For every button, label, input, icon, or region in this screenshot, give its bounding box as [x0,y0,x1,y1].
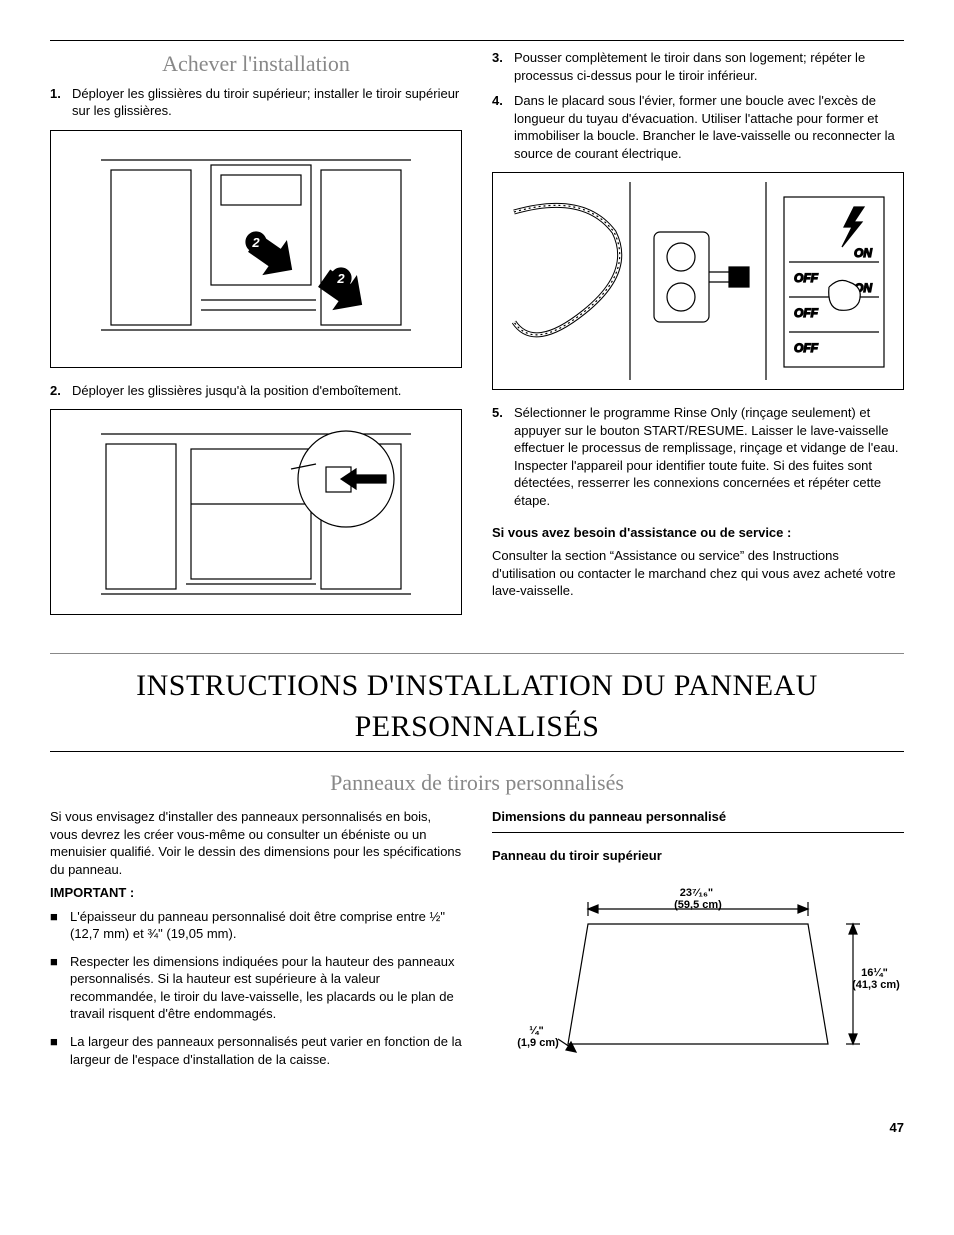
dimension-diagram: 23⁷⁄₁₆" (59,5 cm) 16¼" (41,3 cm) ¼" (1,9… [492,874,904,1079]
step-4: 4. Dans le placard sous l'évier, former … [492,92,904,162]
width-label: 23⁷⁄₁₆" (59,5 cm) [674,887,722,911]
step-number: 3. [492,49,514,84]
sub-title: Panneaux de tiroirs personnalisés [50,768,904,798]
page-rule-top [50,40,904,41]
step-number: 2. [50,382,72,400]
panel-dimension-icon: 23⁷⁄₁₆" (59,5 cm) 16¼" (41,3 cm) ¼" (1,9… [492,874,904,1074]
assist-heading: Si vous avez besoin d'assistance ou de s… [492,524,904,542]
section-heading-achever: Achever l'installation [50,49,462,79]
svg-text:ON: ON [854,246,872,260]
bullet-marker: ■ [50,953,70,1023]
bottom-right-col: Dimensions du panneau personnalisé Panne… [492,808,904,1079]
step-number: 5. [492,404,514,509]
step-number: 4. [492,92,514,162]
svg-text:2: 2 [251,235,260,250]
step-3: 3. Pousser complètement le tiroir dans s… [492,49,904,84]
bottom-columns: Si vous envisagez d'installer des pannea… [50,808,904,1079]
top-right-col: 3. Pousser complètement le tiroir dans s… [492,49,904,629]
corner-label: ¼" (1,9 cm) [517,1025,559,1049]
drawer-install-icon: 2 2 [91,130,421,368]
bullet-marker: ■ [50,908,70,943]
steps-left: 1. Déployer les glissières du tiroir sup… [50,85,462,120]
svg-text:OFF: OFF [794,341,819,355]
bullet-text: L'épaisseur du panneau personnalisé doit… [70,908,462,943]
section-divider-top [50,653,904,654]
figure-drawer-install: 2 2 [50,130,462,368]
main-title: INSTRUCTIONS D'INSTALLATION DU PANNEAU P… [50,666,904,747]
bullet-text: La largeur des panneaux personnalisés pe… [70,1033,462,1068]
figure-drawer-engage [50,409,462,615]
figure-hose-power: ON OFF ON OFF OFF [492,172,904,390]
step-5: 5. Sélectionner le programme Rinse Only … [492,404,904,509]
dim-rule [492,832,904,833]
important-bullets: ■L'épaisseur du panneau personnalisé doi… [50,908,462,1068]
svg-text:2: 2 [336,271,345,286]
bullet-text: Respecter les dimensions indiquées pour … [70,953,462,1023]
bullet-2: ■Respecter les dimensions indiquées pour… [50,953,462,1023]
bullet-3: ■La largeur des panneaux personnalisés p… [50,1033,462,1068]
step-text: Dans le placard sous l'évier, former une… [514,92,904,162]
svg-text:OFF: OFF [794,306,819,320]
drawer-engage-icon [91,409,421,615]
bullet-1: ■L'épaisseur du panneau personnalisé doi… [50,908,462,943]
hose-power-icon: ON OFF ON OFF OFF [493,172,903,390]
step-1: 1. Déployer les glissières du tiroir sup… [50,85,462,120]
step-text: Déployer les glissières du tiroir supéri… [72,85,462,120]
step-2: 2. Déployer les glissières jusqu'à la po… [50,382,462,400]
bullet-marker: ■ [50,1033,70,1068]
height-label: 16¼" (41,3 cm) [852,967,900,991]
steps-right: 3. Pousser complètement le tiroir dans s… [492,49,904,162]
step-text: Déployer les glissières jusqu'à la posit… [72,382,462,400]
bottom-left-col: Si vous envisagez d'installer des pannea… [50,808,462,1079]
intro-text: Si vous envisagez d'installer des pannea… [50,808,462,878]
step-text: Pousser complètement le tiroir dans son … [514,49,904,84]
top-columns: Achever l'installation 1. Déployer les g… [50,49,904,629]
steps-left-2: 2. Déployer les glissières jusqu'à la po… [50,382,462,400]
page-number: 47 [50,1119,904,1137]
top-left-col: Achever l'installation 1. Déployer les g… [50,49,462,629]
dim-heading: Dimensions du panneau personnalisé [492,808,904,826]
step-number: 1. [50,85,72,120]
panel-heading: Panneau du tiroir supérieur [492,847,904,865]
steps-right-2: 5. Sélectionner le programme Rinse Only … [492,404,904,509]
svg-text:OFF: OFF [794,271,819,285]
assist-text: Consulter la section “Assistance ou serv… [492,547,904,600]
section-divider-under-title [50,751,904,752]
step-text: Sélectionner le programme Rinse Only (ri… [514,404,904,509]
important-label: IMPORTANT : [50,884,462,902]
